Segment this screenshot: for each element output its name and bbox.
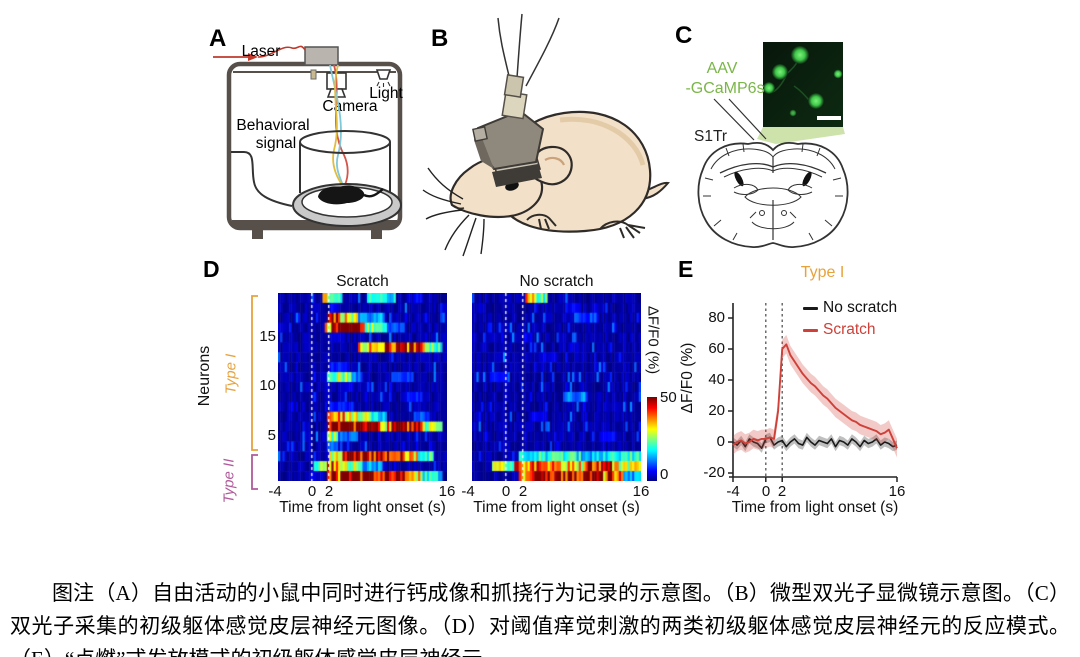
- laser-head-icon: [304, 46, 339, 66]
- light-icon: [375, 69, 392, 87]
- d2-xtick: -4: [461, 483, 475, 500]
- miniscope-icon: [472, 74, 545, 187]
- colorbar: [647, 397, 657, 481]
- colorbar-axis-label: ΔF/F0 (%): [644, 305, 662, 375]
- type1-bracket: [251, 295, 258, 451]
- d-ytick-10: 10: [259, 377, 276, 394]
- e-xaxis-title: Time from light onset (s): [731, 499, 899, 516]
- e-xtick: 2: [777, 483, 787, 500]
- legend-scratch-label: Scratch: [823, 321, 876, 338]
- e-ytick: 80: [708, 309, 725, 326]
- e-yaxis-label: ΔF/F0 (%): [679, 342, 696, 414]
- d2-xtick: 16: [632, 483, 650, 500]
- legend-scratch-dash: [803, 329, 818, 332]
- d2-xtick: 0: [501, 483, 511, 500]
- scale-bar: [817, 116, 841, 120]
- e-ytick: 40: [708, 371, 725, 388]
- figure-caption: 图注（A）自由活动的小鼠中同时进行钙成像和抓挠行为记录的示意图。（B）微型双光子…: [10, 581, 1070, 657]
- legend-noscratch-label: No scratch: [823, 299, 898, 316]
- d1-xaxis-title: Time from light onset (s): [279, 499, 446, 516]
- neurons-axis-label: Neurons: [196, 345, 213, 407]
- d1-xtick: 2: [324, 483, 334, 500]
- type2-label: Type II: [220, 458, 238, 504]
- miniscope-cables: [497, 13, 560, 87]
- panel-d-label: D: [203, 256, 220, 282]
- wire-bundle: [329, 64, 349, 191]
- mouse-front-paw: [526, 213, 557, 230]
- e-xtick: -4: [726, 483, 740, 500]
- heatmap-noscratch-title: No scratch: [519, 273, 594, 290]
- e-plot-title: Type I: [800, 264, 845, 281]
- brain-section-icon: [697, 142, 849, 249]
- aav-label-line1: AAV: [707, 60, 738, 77]
- d1-xtick: 16: [438, 483, 456, 500]
- panel-c-label: C: [675, 22, 692, 49]
- panel-e-label: E: [678, 256, 694, 282]
- colorbar-max-label: 50: [660, 389, 677, 406]
- glass-cylinder: [299, 130, 391, 193]
- mouse-hind-foot: [599, 220, 646, 239]
- legend-noscratch-dash: [803, 307, 818, 310]
- mouse-illustration: [422, 13, 670, 257]
- mouse-ear: [530, 145, 573, 186]
- heatmap-noscratch-canvas: [472, 293, 641, 481]
- e-ytick: 60: [708, 340, 725, 357]
- mouse-silhouette: [318, 185, 384, 205]
- d2-xaxis-title: Time from light onset (s): [473, 499, 640, 516]
- e-ytick: 20: [708, 402, 725, 419]
- aav-label-line2: -GCaMP6s: [685, 80, 764, 97]
- heatmap-scratch-title: Scratch: [336, 273, 389, 290]
- light-label: Light: [369, 85, 403, 102]
- injection-pointer-lines: [713, 98, 767, 141]
- behavioral-signal-label-2: signal: [256, 135, 297, 152]
- type1-label: Type I: [222, 353, 240, 395]
- e-xtick: 0: [761, 483, 771, 500]
- d2-xtick: 2: [518, 483, 528, 500]
- e-xtick: 16: [888, 483, 906, 500]
- mouse-whiskers: [422, 167, 485, 257]
- laser-label: Laser: [242, 43, 281, 60]
- panel-b-label: B: [431, 25, 448, 52]
- d1-xtick: 0: [307, 483, 317, 500]
- region-label: S1Tr: [694, 128, 727, 145]
- behavioral-signal-wire: [231, 151, 293, 207]
- laser-fiber: [257, 45, 306, 58]
- inset-wedge: [757, 127, 845, 144]
- type2-bracket: [251, 454, 258, 490]
- neuron-group-brackets: [251, 295, 258, 490]
- panel-a-label: A: [209, 25, 226, 52]
- e-ytick: 0: [716, 433, 725, 450]
- d-ytick-15: 15: [259, 328, 276, 345]
- fluorescence-image: [763, 42, 843, 127]
- behavioral-signal-label-1: Behavioral: [236, 117, 309, 134]
- colorbar-min-label: 0: [660, 466, 669, 483]
- d1-xtick: -4: [268, 483, 282, 500]
- heatmap-scratch-canvas: [278, 293, 447, 481]
- d-ytick-5: 5: [267, 427, 276, 444]
- e-ytick: -20: [703, 464, 725, 481]
